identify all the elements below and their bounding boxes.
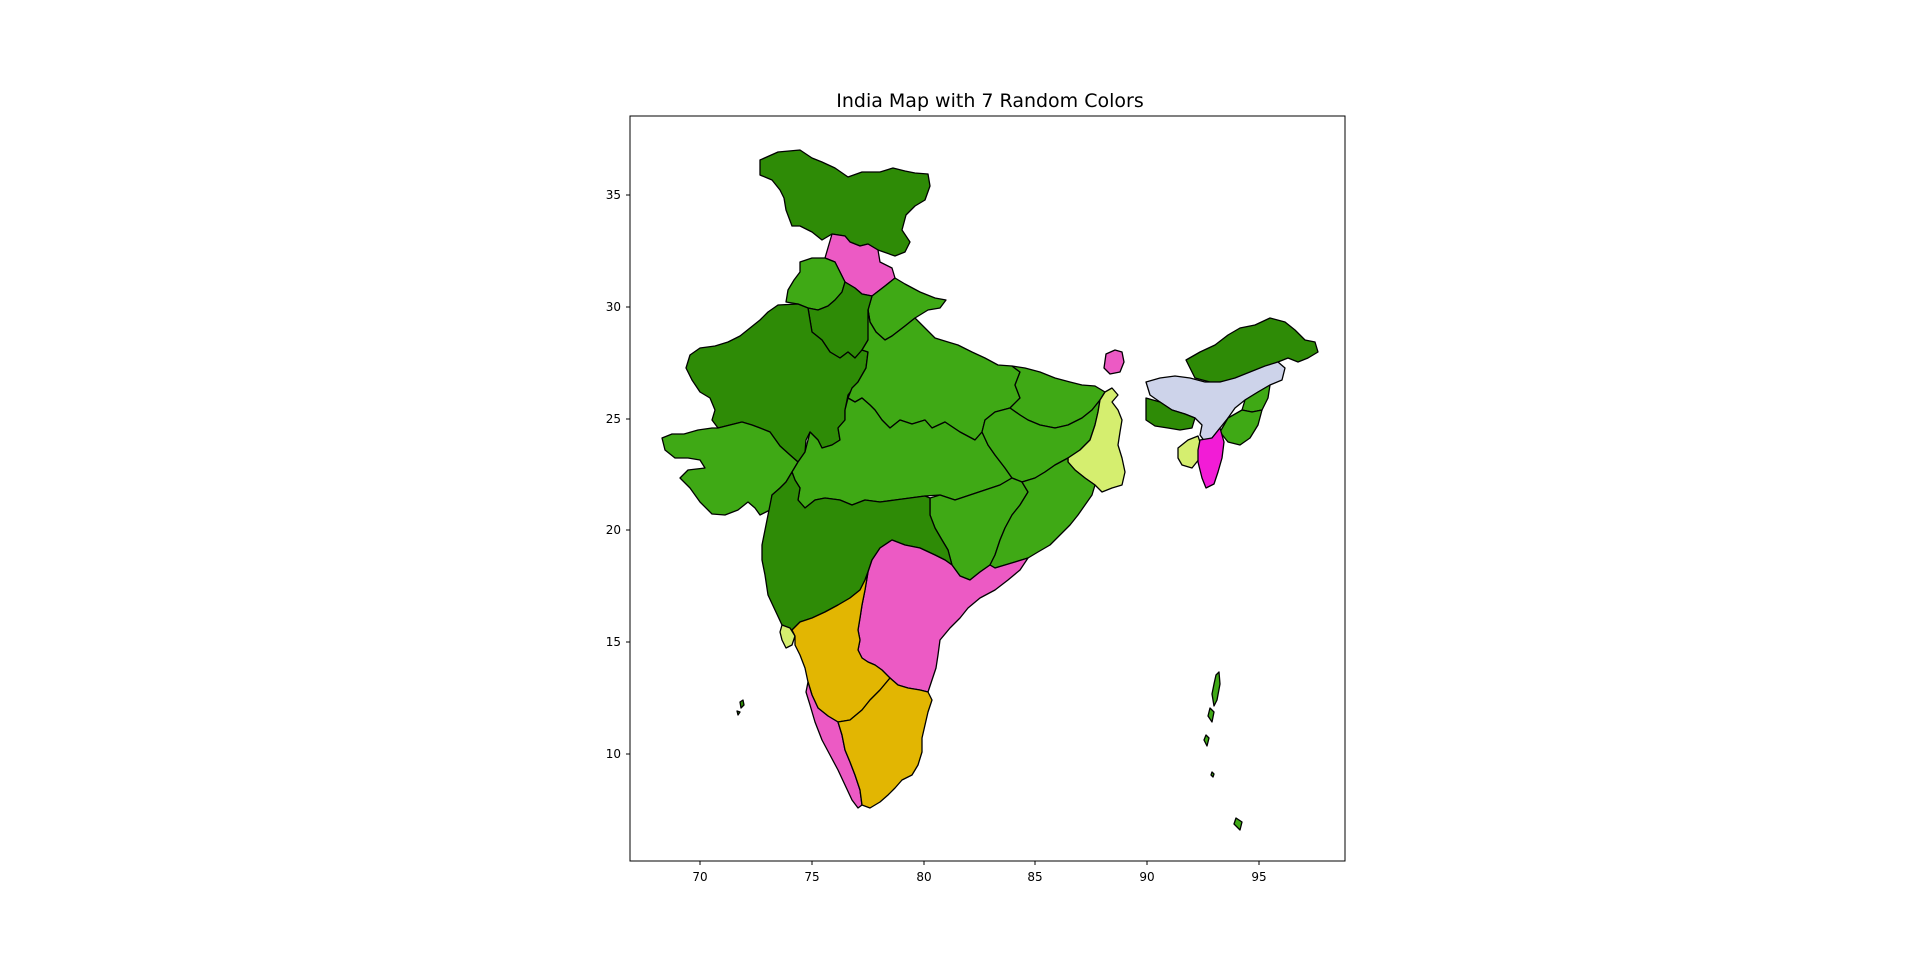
x-tick-label: 85: [1027, 870, 1042, 884]
region-goa: [779, 624, 796, 649]
region-mizoram: [1197, 427, 1225, 489]
region-andaman-nicobar: [1203, 671, 1243, 831]
x-tick: 80: [916, 861, 932, 884]
region-tamil-nadu: [837, 677, 933, 809]
x-tick: 85: [1027, 861, 1043, 884]
region-west-bengal: [1067, 387, 1126, 493]
x-tick-label: 95: [1251, 870, 1266, 884]
chart-title: India Map with 7 Random Colors: [836, 90, 1144, 112]
x-tick-label: 80: [916, 870, 931, 884]
x-tick: 70: [692, 861, 708, 884]
region-sikkim: [1103, 349, 1125, 375]
region-jammu-kashmir-ladakh: [759, 149, 931, 257]
x-tick: 90: [1139, 861, 1155, 884]
y-tick-label: 10: [606, 747, 621, 761]
y-tick: 20: [606, 523, 630, 537]
x-axis: 70 75 80 85 90 95: [692, 861, 1267, 884]
region-odisha: [989, 457, 1096, 569]
y-tick: 10: [606, 747, 630, 761]
y-tick: 25: [606, 412, 630, 426]
y-tick: 30: [606, 300, 630, 314]
y-tick-label: 20: [606, 523, 621, 537]
x-tick: 75: [804, 861, 820, 884]
map-regions: [661, 149, 1319, 831]
region-karnataka: [791, 571, 891, 723]
y-tick-label: 35: [606, 188, 621, 202]
region-lakshadweep: [736, 699, 745, 716]
y-axis: 10 15 20 25 30 35: [606, 188, 630, 761]
y-tick-label: 25: [606, 412, 621, 426]
region-meghalaya: [1145, 397, 1196, 431]
x-tick: 95: [1251, 861, 1267, 884]
x-tick-label: 75: [804, 870, 819, 884]
x-tick-label: 90: [1139, 870, 1154, 884]
y-tick-label: 30: [606, 300, 621, 314]
y-tick: 35: [606, 188, 630, 202]
y-tick-label: 15: [606, 635, 621, 649]
y-tick: 15: [606, 635, 630, 649]
region-manipur: [1219, 409, 1263, 446]
x-tick-label: 70: [692, 870, 707, 884]
